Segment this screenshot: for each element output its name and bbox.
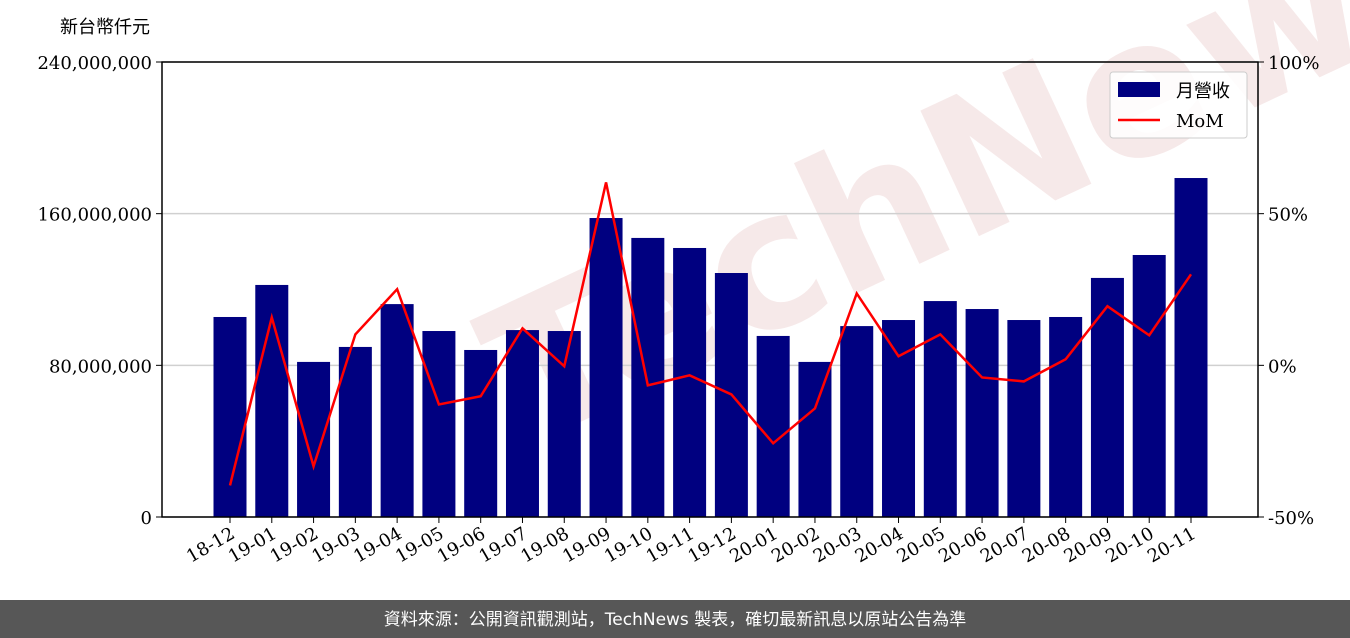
bar	[1132, 254, 1166, 517]
bar	[1007, 320, 1041, 517]
y2-tick-label: -50%	[1268, 508, 1314, 529]
y2-tick-label: 50%	[1268, 205, 1308, 226]
bar	[547, 331, 581, 517]
bar	[255, 284, 289, 517]
bar	[338, 346, 372, 517]
bar	[297, 361, 331, 517]
bar	[213, 316, 247, 517]
bar	[1049, 316, 1083, 517]
bar	[380, 304, 414, 517]
legend-label: MoM	[1176, 111, 1224, 132]
bar	[505, 330, 539, 517]
bar	[422, 331, 456, 517]
bar	[589, 218, 623, 517]
y-tick-label: 160,000,000	[37, 205, 152, 226]
footer: 資料來源：公開資訊觀測站，TechNews 製表，確切最新訊息以原站公告為準	[384, 610, 966, 630]
y-tick-label: 240,000,000	[37, 53, 152, 74]
bar	[1090, 277, 1124, 517]
bar	[631, 237, 665, 517]
bar	[882, 320, 916, 517]
bar	[1174, 178, 1208, 517]
legend-swatch	[1118, 82, 1160, 97]
y2-tick-label: 0%	[1268, 356, 1297, 377]
bar	[464, 349, 498, 517]
bar	[965, 309, 999, 517]
bar	[798, 361, 832, 517]
y-tick-label: 80,000,000	[49, 356, 152, 377]
footer-bar	[0, 600, 1350, 638]
line	[228, 182, 1193, 486]
y2-tick-label: 100%	[1268, 53, 1319, 74]
y-axis-label: 新台幣仟元	[60, 17, 150, 38]
bar	[756, 335, 790, 517]
x-tick-label: 20-11	[1144, 523, 1199, 567]
legend-label: 月營收	[1176, 81, 1230, 102]
plot-frame	[161, 61, 1259, 518]
bar	[840, 326, 874, 517]
y-tick-label: 0	[141, 508, 152, 529]
bar	[923, 301, 957, 517]
bar	[673, 247, 707, 517]
